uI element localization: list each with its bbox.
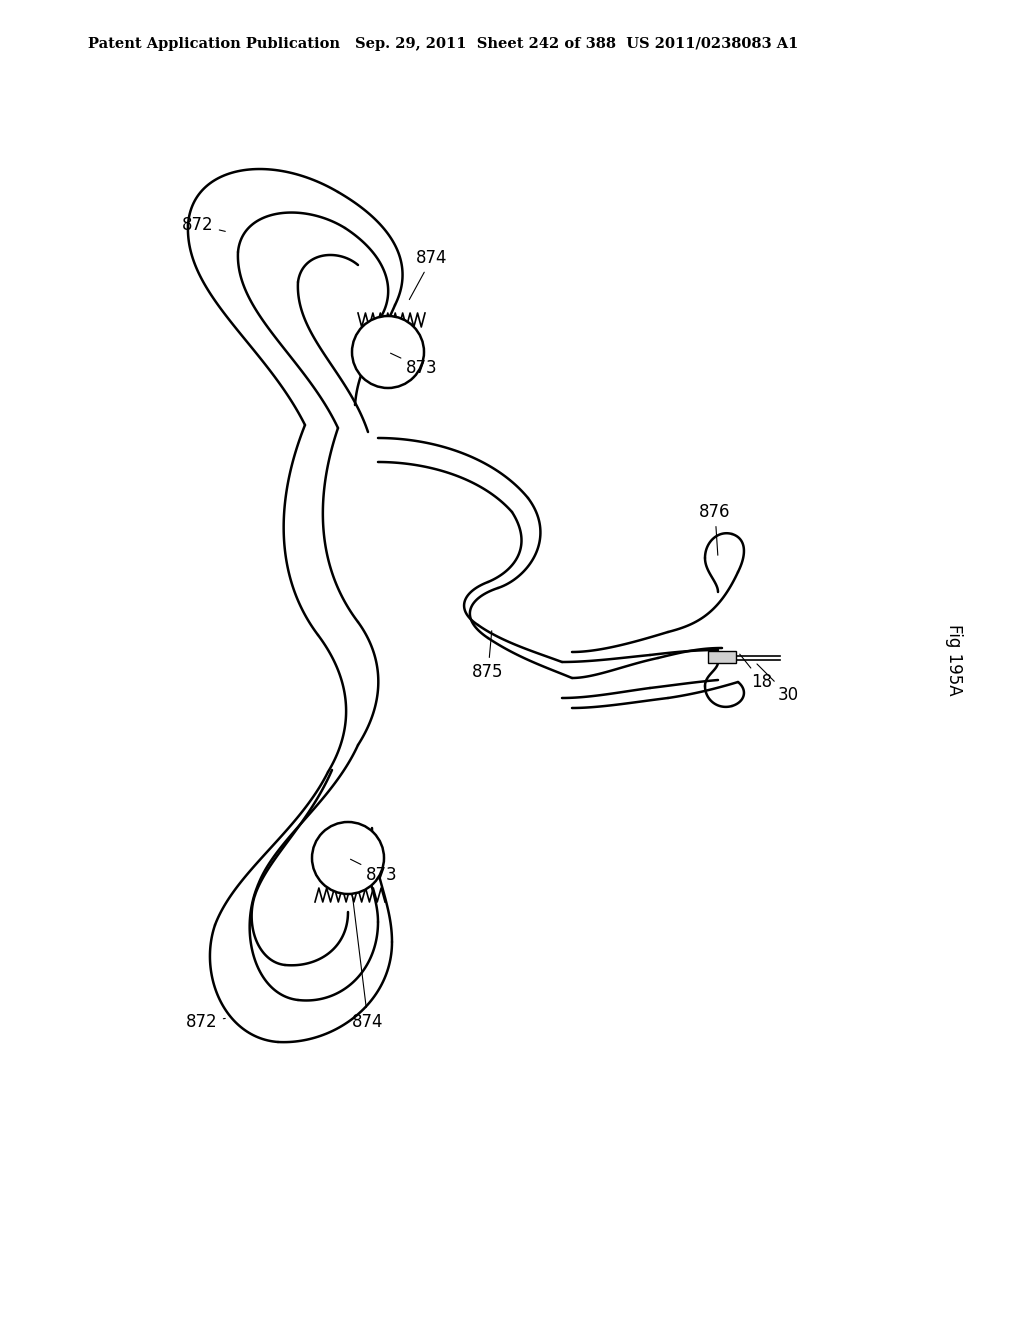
Text: 872: 872 — [182, 216, 225, 234]
Text: 872: 872 — [186, 1012, 225, 1031]
Text: 874: 874 — [352, 895, 384, 1031]
Bar — [708, 651, 736, 663]
Circle shape — [312, 822, 384, 894]
Text: Patent Application Publication: Patent Application Publication — [88, 37, 340, 51]
Circle shape — [352, 315, 424, 388]
Text: Sep. 29, 2011  Sheet 242 of 388  US 2011/0238083 A1: Sep. 29, 2011 Sheet 242 of 388 US 2011/0… — [355, 37, 799, 51]
Text: 874: 874 — [410, 249, 447, 300]
Text: 30: 30 — [757, 664, 799, 704]
Text: 873: 873 — [390, 354, 438, 378]
Text: 18: 18 — [739, 655, 772, 690]
Text: Fig 195A: Fig 195A — [945, 624, 963, 696]
Text: 875: 875 — [472, 631, 504, 681]
Text: 873: 873 — [350, 859, 397, 884]
Text: 876: 876 — [699, 503, 731, 556]
